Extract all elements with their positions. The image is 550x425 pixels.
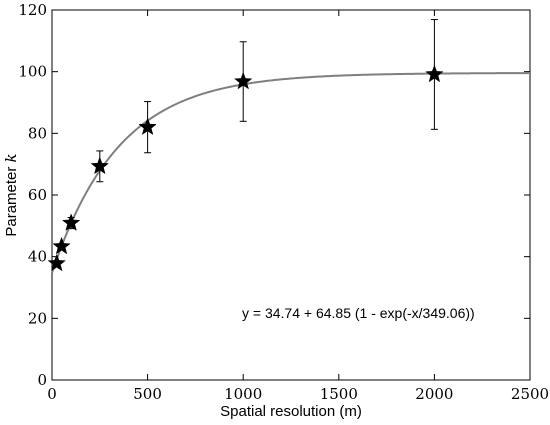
x-tick-label-2: 1000 [224,385,262,403]
y-axis-label-symbol: k [2,153,20,162]
y-tick-label-4: 80 [28,124,47,142]
y-axis-label: Parameter k [2,153,20,236]
y-tick-label-2: 40 [28,248,47,266]
y-axis-label-text: Parameter [3,167,20,237]
data-point-5 [233,71,253,90]
y-tick-label-3: 60 [28,186,47,204]
data-point-6 [425,64,444,83]
tick-labels: 0 500 1000 1500 2000 2500 0 20 40 60 80 100 120 [18,1,549,403]
data-point-4 [138,117,157,136]
data-point-0 [47,253,67,272]
x-tick-label-1: 500 [133,385,162,403]
x-tick-label-5: 2500 [511,385,549,403]
data-point-2 [61,213,81,231]
data-point-3 [90,156,110,175]
y-tick-label-0: 0 [37,371,47,389]
y-tick-label-5: 100 [18,63,47,81]
y-tick-label-1: 20 [28,309,47,327]
x-axis-label: Spatial resolution (m) [220,403,362,420]
plot-frame [51,9,531,381]
x-tick-label-3: 1500 [320,385,358,403]
fit-equation: y = 34.74 + 64.85 (1 - exp(-x/349.06)) [242,305,475,321]
fit-curve [51,72,530,274]
y-tick-label-6: 120 [18,1,47,19]
x-tick-label-4: 2000 [415,385,453,403]
data-points [47,64,444,272]
x-tick-label-0: 0 [47,385,57,403]
data-point-1 [52,236,71,255]
axis-ticks [51,9,531,381]
error-bars [67,19,438,230]
